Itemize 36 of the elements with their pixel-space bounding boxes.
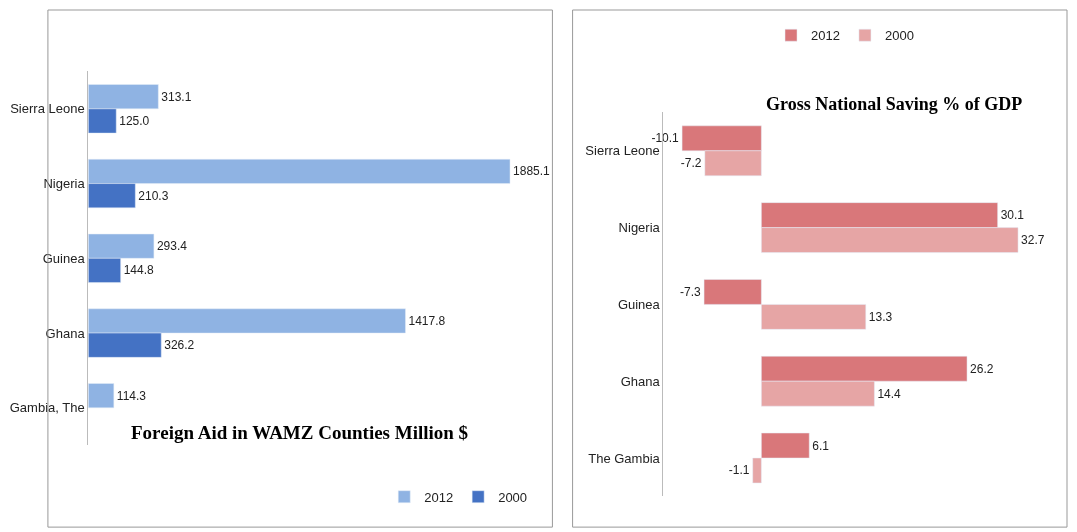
y-tick-label: Gambia, The xyxy=(9,400,85,416)
y-tick-label: Nigeria xyxy=(43,176,86,192)
data-label: 210.3 xyxy=(138,188,169,203)
y-tick-label: Guinea xyxy=(617,296,661,312)
bar xyxy=(88,383,115,409)
y-tick-label: Ghana xyxy=(620,373,661,389)
data-label: 26.2 xyxy=(970,361,994,376)
data-label: 125.0 xyxy=(119,113,150,128)
data-label: -1.1 xyxy=(728,463,750,478)
legend-label: 2012 xyxy=(811,28,840,44)
legend-label: 2000 xyxy=(884,28,914,44)
data-label: 326.2 xyxy=(164,338,195,353)
y-tick-label: Nigeria xyxy=(618,220,661,236)
y-tick-label: The Gambia xyxy=(588,450,661,466)
y-tick-label: Sierra Leone xyxy=(585,143,660,159)
data-label: 1885.1 xyxy=(513,164,551,179)
data-label: 293.4 xyxy=(156,239,188,254)
text: Foreign Aid in WAMZ Counties Million $ xyxy=(131,422,469,443)
data-label: 32.7 xyxy=(1021,233,1045,248)
data-label: 13.3 xyxy=(868,309,893,324)
data-label: 313.1 xyxy=(161,89,192,104)
data-label: 30.1 xyxy=(1000,208,1025,223)
data-label: 144.8 xyxy=(123,263,155,278)
data-label: 114.3 xyxy=(116,388,147,403)
data-label: 6.1 xyxy=(812,438,830,453)
y-tick-label: Guinea xyxy=(42,250,86,266)
y-tick-label: Ghana xyxy=(45,325,86,341)
legend-label: 2000 xyxy=(498,489,528,505)
chart-title: Gross National Saving % of GDP xyxy=(766,94,1023,114)
data-label: 14.4 xyxy=(877,386,902,401)
data-label: 1417.8 xyxy=(408,313,446,328)
legend-label: 2012 xyxy=(424,489,454,505)
y-tick-label: Sierra Leone xyxy=(10,101,85,117)
data-label: -7.2 xyxy=(680,156,702,171)
data-label: -10.1 xyxy=(651,131,680,146)
data-label: -7.3 xyxy=(680,284,702,299)
